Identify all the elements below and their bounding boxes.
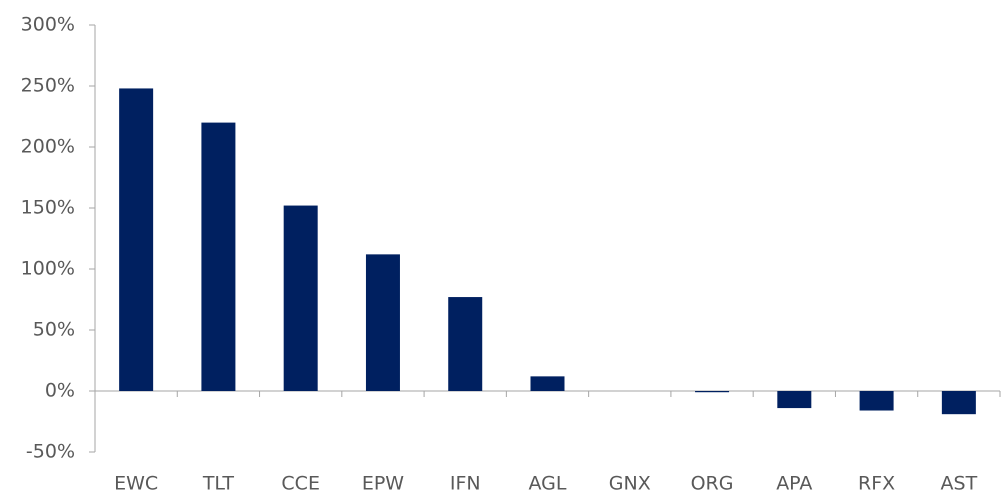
y-tick-label: 250%	[21, 75, 75, 97]
y-tick-label: 200%	[21, 136, 75, 158]
x-tick-label: ORG	[691, 473, 734, 495]
bar	[365, 254, 400, 391]
x-tick-label: AST	[941, 473, 978, 495]
bar	[530, 376, 565, 391]
bar	[448, 297, 483, 391]
x-tick-label: TLT	[202, 473, 235, 495]
bar	[119, 88, 154, 391]
bar	[859, 391, 894, 411]
y-tick-label: 50%	[33, 319, 75, 341]
x-tick-label: EPW	[362, 473, 404, 495]
x-tick-label: AGL	[529, 473, 567, 495]
y-tick-label: 300%	[21, 14, 75, 36]
y-tick-label: 150%	[21, 197, 75, 219]
y-tick-label: -50%	[26, 441, 75, 463]
x-tick-label: CCE	[281, 473, 320, 495]
x-tick-label: RFX	[858, 473, 895, 495]
x-tick-label: EWC	[114, 473, 158, 495]
y-tick-label: 100%	[21, 258, 75, 280]
bar	[941, 391, 976, 415]
bar	[695, 391, 730, 393]
bar	[283, 205, 318, 391]
bar	[201, 122, 236, 391]
x-tick-label: GNX	[609, 473, 651, 495]
x-tick-label: APA	[776, 473, 812, 495]
y-tick-label: 0%	[45, 380, 75, 402]
x-tick-label: IFN	[450, 473, 481, 495]
bar	[777, 391, 812, 409]
